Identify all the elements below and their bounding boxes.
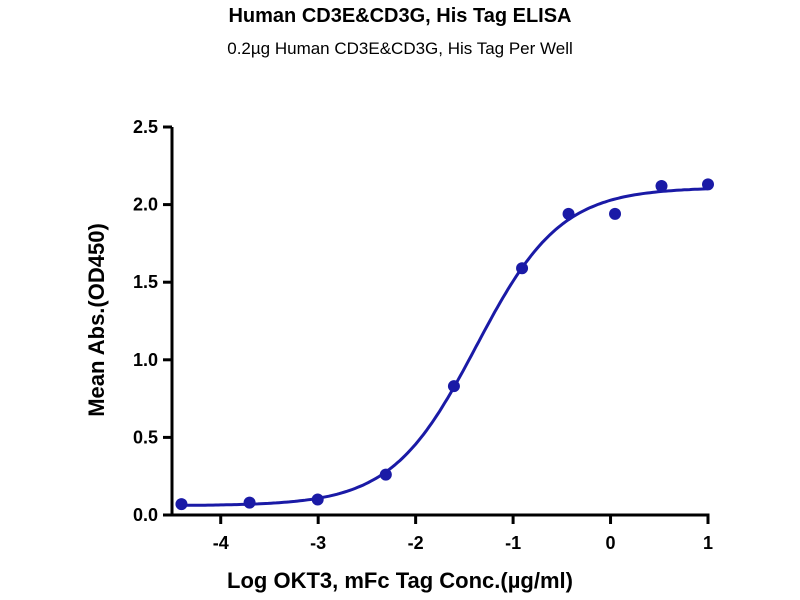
fit-curve [181,187,709,507]
data-point [562,207,575,220]
x-tick-label: -3 [310,533,326,553]
y-tick-label: 2.0 [133,195,158,215]
y-axis-label: Mean Abs.(OD450) [84,223,109,417]
y-tick-label: 0.5 [133,427,158,447]
x-tick-label: 1 [703,533,713,553]
y-tick-label: 1.0 [133,350,158,370]
x-axis-label: Log OKT3, mFc Tag Conc.(µg/ml) [227,568,573,593]
axes: 0.0 0.5 1.0 1.5 2.0 2.5 -4 -3 -2 -1 0 1 [133,117,713,553]
x-tick-label: -4 [213,533,229,553]
data-point [609,207,622,220]
chart-title: Human CD3E&CD3G, His Tag ELISA [228,5,571,27]
data-point [516,262,529,275]
data-point [379,468,392,481]
data-point [243,496,256,509]
data-point [702,178,714,191]
data-point [311,493,324,506]
x-tick-label: 0 [606,533,616,553]
data-point [447,380,460,393]
data-point [175,498,188,511]
y-tick-label: 1.5 [133,272,158,292]
chart-subtitle: 0.2µg Human CD3E&CD3G, His Tag Per Well [227,39,573,58]
data-point [655,179,668,192]
y-tick-label: 0.0 [133,505,158,525]
x-tick-label: -2 [408,533,424,553]
y-tick-label: 2.5 [133,117,158,137]
data-points [175,178,714,511]
x-tick-label: -1 [505,533,521,553]
